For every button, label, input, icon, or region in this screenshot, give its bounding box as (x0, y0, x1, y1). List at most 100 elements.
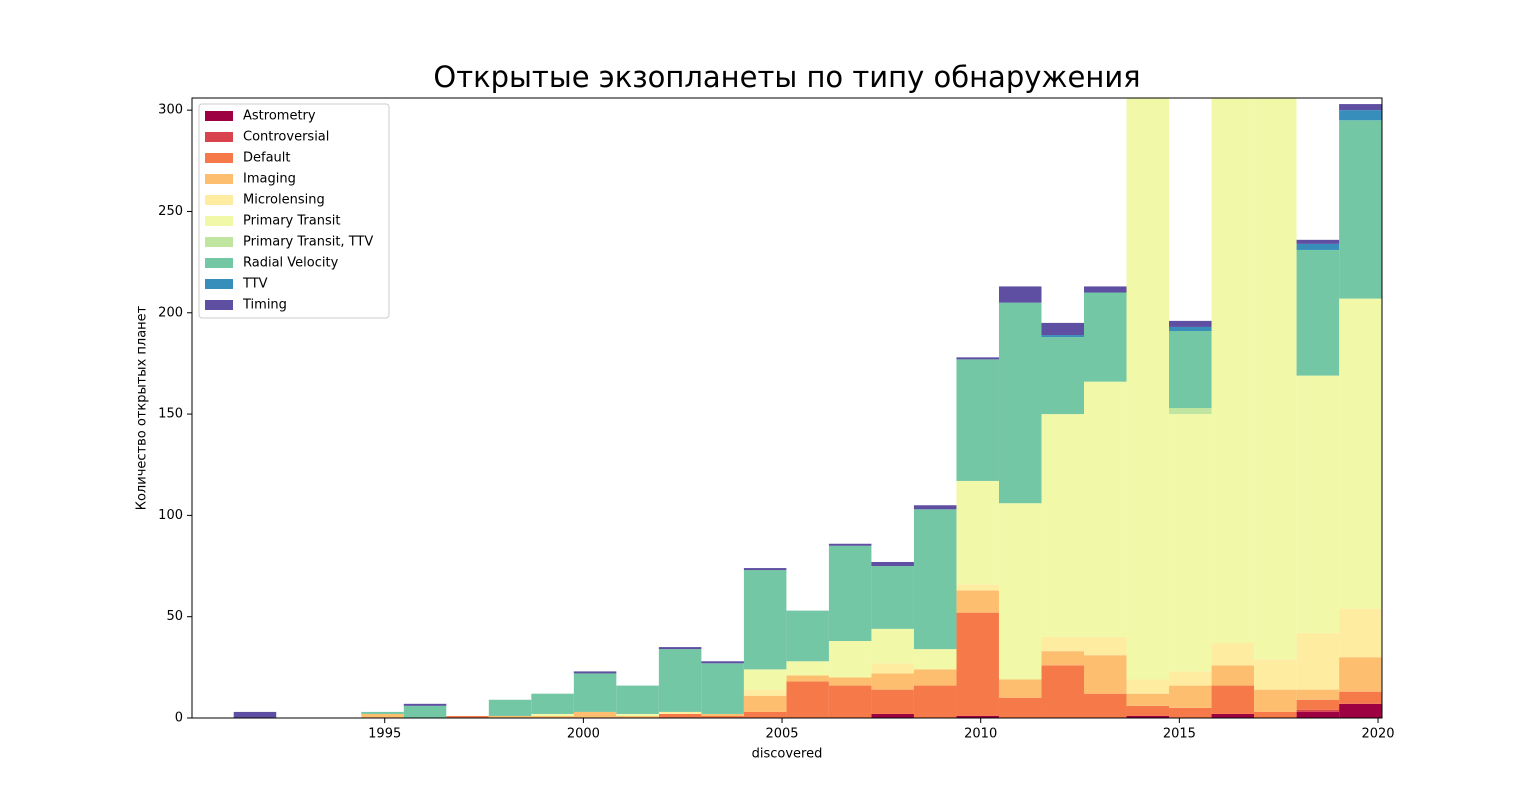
bar-segment (1041, 651, 1085, 666)
bar-segment (1084, 286, 1127, 293)
bar-segment (956, 357, 999, 360)
bar-segment (786, 675, 829, 682)
bar-segment (786, 610, 829, 662)
bar-segment (1339, 691, 1382, 704)
bar-segment (1126, 705, 1170, 716)
bar-segment (1169, 320, 1212, 327)
legend-box (198, 103, 390, 319)
bar-segment (1296, 239, 1340, 244)
bar-segment (1254, 659, 1297, 690)
bar-segment (871, 673, 914, 690)
bar-segment (616, 713, 659, 716)
bar-segment (913, 685, 957, 718)
bar-segment (1296, 243, 1340, 250)
bar-segment (998, 697, 1042, 718)
legend-label: Microlensing (243, 193, 325, 208)
legend-label: Default (243, 151, 291, 166)
bar-segment (1084, 693, 1127, 718)
bar-segment (828, 543, 872, 546)
y-tick-label: 250 (158, 204, 183, 219)
legend-swatch (205, 216, 233, 226)
bar-segment (1339, 608, 1382, 658)
bar-segment (1169, 331, 1212, 408)
legend-swatch (205, 237, 233, 247)
x-tick-label: 2000 (567, 727, 600, 742)
legend-swatch (205, 300, 233, 310)
x-tick-label: 2015 (1163, 727, 1196, 742)
bar-segment (1339, 110, 1382, 121)
bar-segment (573, 671, 617, 674)
bar-segment (403, 705, 447, 718)
x-tick-label: 1995 (368, 727, 401, 742)
bar-segment (956, 590, 999, 613)
bar-segment (1084, 655, 1127, 694)
bar-segment (488, 699, 532, 716)
bar-segment (1211, 643, 1255, 666)
bar-segment (1296, 709, 1340, 712)
legend-label: Imaging (243, 172, 296, 187)
bar-segment (1339, 657, 1382, 692)
bar-segment (998, 286, 1042, 303)
bar-segment (871, 689, 914, 714)
bar-segment (658, 711, 702, 714)
bar-segment (573, 711, 617, 718)
bar-segment (1339, 703, 1382, 718)
bar-segment (1339, 104, 1382, 111)
plot-area (233, 98, 1382, 718)
y-tick-label: 50 (166, 609, 183, 624)
bar-segment (1169, 671, 1212, 686)
bar-segment (871, 663, 914, 674)
bar-segment (1041, 337, 1085, 415)
bar-segment (616, 685, 659, 714)
bar-segment (786, 661, 829, 676)
bar-segment (701, 663, 744, 714)
bar-segment (956, 584, 999, 591)
bar-segment (701, 715, 744, 718)
bar-segment (871, 566, 914, 629)
y-tick-label: 100 (158, 508, 183, 523)
bar-segment (1041, 335, 1085, 338)
bar-segment (1211, 665, 1255, 686)
bar-segment (1041, 322, 1085, 336)
bar-segment (1126, 693, 1170, 706)
bar-segment (403, 703, 447, 706)
bar-segment (1169, 408, 1212, 415)
bar-segment (1126, 715, 1170, 718)
legend-label: Primary Transit, TTV (243, 235, 373, 250)
bar-segment (828, 545, 872, 642)
bar-segment (233, 711, 277, 718)
bar-segment (913, 649, 957, 670)
bar-segment (1169, 326, 1212, 332)
legend-swatch (205, 132, 233, 142)
bar-segment (616, 715, 659, 718)
bar-segment (998, 503, 1042, 680)
bar-segment (871, 561, 914, 567)
bar-segment (1169, 414, 1212, 672)
bar-segment (1339, 120, 1382, 299)
bar-segment (531, 715, 574, 718)
bar-segment (1254, 711, 1297, 718)
plot-frame (191, 97, 1383, 719)
bar-segment (743, 570, 787, 670)
bar-segment (531, 713, 574, 716)
bar-segment (361, 713, 404, 718)
bar-segment (871, 713, 914, 718)
bar-segment (956, 480, 999, 585)
bar-segment (743, 669, 787, 690)
bar-segment (828, 677, 872, 686)
bar-segment (531, 693, 574, 714)
bar-segment (828, 641, 872, 678)
bar-segment (1296, 689, 1340, 700)
bar-segment (1126, 679, 1170, 694)
y-tick-label: 150 (158, 407, 183, 422)
legend-swatch (205, 174, 233, 184)
bar-segment (743, 689, 787, 696)
legend-label: Controversial (243, 130, 329, 145)
bar-segment (1084, 292, 1127, 382)
bar-segment (1169, 685, 1212, 708)
bar-segment (913, 505, 957, 510)
legend-swatch (205, 153, 233, 163)
bar-segment (1084, 381, 1127, 637)
bar-segment (743, 711, 787, 718)
